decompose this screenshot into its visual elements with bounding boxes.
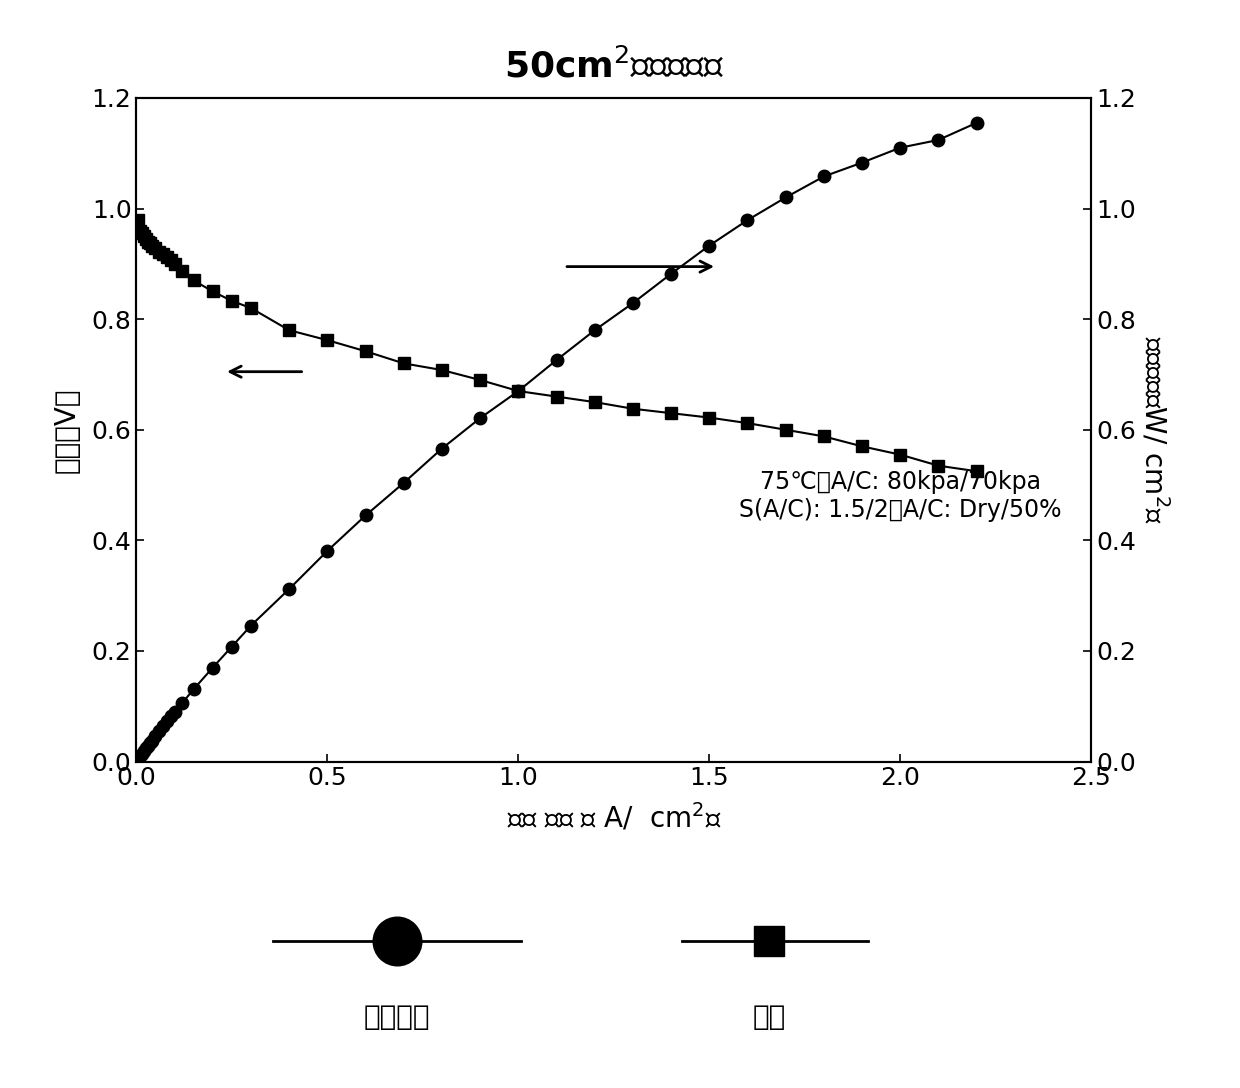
- Text: 75℃，A/C: 80kpa/70kpa
S(A/C): 1.5/2，A/C: Dry/50%: 75℃，A/C: 80kpa/70kpa S(A/C): 1.5/2，A/C: …: [739, 470, 1061, 522]
- Y-axis label: 电压（V）: 电压（V）: [52, 387, 81, 472]
- Y-axis label: 功率密度（W/ cm$^2$）: 功率密度（W/ cm$^2$）: [1138, 336, 1171, 523]
- Title: 50cm$^2$单电池测试: 50cm$^2$单电池测试: [503, 48, 724, 84]
- Text: 功率密度: 功率密度: [363, 1003, 430, 1031]
- X-axis label: 电流 密度 （ A/  cm$^2$）: 电流 密度 （ A/ cm$^2$）: [506, 802, 722, 833]
- Text: 电压: 电压: [753, 1003, 785, 1031]
